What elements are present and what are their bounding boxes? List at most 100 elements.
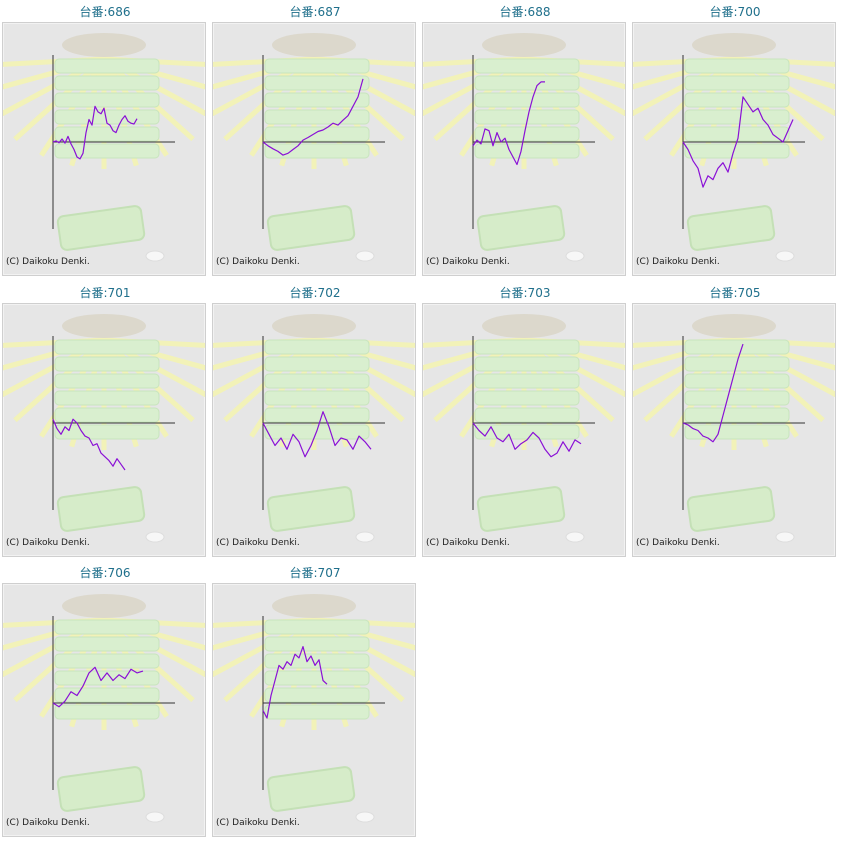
tray-decoration bbox=[686, 485, 776, 532]
chart-title[interactable]: 台番:705 bbox=[709, 285, 761, 300]
chart-svg bbox=[423, 33, 625, 262]
chart-title[interactable]: 台番:703 bbox=[499, 285, 551, 300]
copyright-text: (C) Daikoku Denki. bbox=[426, 257, 510, 267]
machine-tier-decoration bbox=[54, 704, 160, 720]
machine-tier-decoration bbox=[264, 58, 370, 74]
chart-cell: 台番:700 (C) Daikoku Denki. bbox=[630, 0, 840, 276]
payout-series-line bbox=[52, 418, 126, 470]
tray-decoration bbox=[686, 205, 776, 251]
coin-decoration bbox=[355, 811, 375, 823]
chart-title[interactable]: 台番:706 bbox=[79, 566, 131, 580]
background-illustration bbox=[213, 594, 415, 823]
chart-panel[interactable]: (C) Daikoku Denki. bbox=[632, 302, 836, 557]
machine-tier-decoration bbox=[684, 390, 790, 405]
payout-series-line bbox=[472, 81, 545, 166]
machine-tier-decoration bbox=[264, 126, 370, 142]
machine-tier-decoration bbox=[474, 143, 580, 159]
copyright-text: (C) Daikoku Denki. bbox=[636, 257, 720, 267]
background-illustration bbox=[633, 313, 835, 542]
machine-tier-decoration bbox=[474, 373, 580, 388]
tray-decoration bbox=[56, 205, 146, 251]
machine-tier-decoration bbox=[54, 390, 160, 405]
coin-decoration bbox=[565, 250, 585, 262]
machine-tier-decoration bbox=[264, 390, 370, 405]
payout-series-line bbox=[262, 645, 328, 719]
chart-cell: 台番:702 (C) Daikoku Denki. bbox=[210, 281, 420, 557]
chart-title[interactable]: 台番:702 bbox=[289, 285, 341, 300]
chart-title[interactable]: 台番:707 bbox=[289, 566, 341, 580]
copyright-text: (C) Daikoku Denki. bbox=[426, 537, 510, 548]
coin-decoration bbox=[145, 531, 165, 542]
machine-tier-decoration bbox=[684, 92, 790, 108]
coin-pile-decoration bbox=[482, 33, 566, 57]
chart-panel[interactable]: (C) Daikoku Denki. bbox=[2, 302, 206, 557]
tray-decoration bbox=[476, 485, 566, 532]
machine-tier-decoration bbox=[54, 339, 160, 354]
machine-tier-decoration bbox=[684, 75, 790, 91]
machine-tier-decoration bbox=[474, 339, 580, 354]
tray-decoration bbox=[266, 766, 356, 812]
chart-svg bbox=[213, 594, 415, 823]
machine-tier-decoration bbox=[264, 75, 370, 91]
chart-title[interactable]: 台番:701 bbox=[79, 285, 131, 300]
machine-tier-decoration bbox=[54, 636, 160, 652]
machine-tier-decoration bbox=[54, 424, 160, 439]
copyright-text: (C) Daikoku Denki. bbox=[216, 537, 300, 548]
copyright-text: (C) Daikoku Denki. bbox=[6, 257, 90, 267]
machine-tier-decoration bbox=[54, 687, 160, 703]
coin-pile-decoration bbox=[692, 313, 776, 338]
chart-svg bbox=[213, 33, 415, 262]
coin-decoration bbox=[775, 250, 795, 262]
machine-tier-decoration bbox=[264, 670, 370, 686]
chart-title[interactable]: 台番:686 bbox=[79, 5, 131, 19]
chart-svg bbox=[213, 313, 415, 542]
chart-panel[interactable]: (C) Daikoku Denki. bbox=[422, 302, 626, 557]
machine-tier-decoration bbox=[264, 373, 370, 388]
copyright-text: (C) Daikoku Denki. bbox=[216, 818, 300, 828]
coin-decoration bbox=[145, 250, 165, 262]
background-illustration bbox=[213, 313, 415, 542]
machine-tier-decoration bbox=[264, 109, 370, 125]
machine-tier-decoration bbox=[684, 143, 790, 159]
chart-panel[interactable]: (C) Daikoku Denki. bbox=[422, 22, 626, 276]
copyright-text: (C) Daikoku Denki. bbox=[6, 818, 90, 828]
chart-title[interactable]: 台番:687 bbox=[289, 5, 341, 19]
chart-svg bbox=[633, 33, 835, 262]
machine-tier-decoration bbox=[264, 704, 370, 720]
chart-panel[interactable]: (C) Daikoku Denki. bbox=[2, 22, 206, 276]
machine-tier-decoration bbox=[684, 407, 790, 422]
chart-svg bbox=[423, 313, 625, 542]
chart-title[interactable]: 台番:700 bbox=[709, 5, 761, 19]
background-illustration bbox=[423, 33, 625, 262]
payout-series-line bbox=[52, 105, 138, 160]
machine-tier-decoration bbox=[474, 407, 580, 422]
tray-decoration bbox=[266, 205, 356, 251]
machine-tier-decoration bbox=[474, 58, 580, 74]
background-illustration bbox=[213, 33, 415, 262]
chart-panel[interactable]: (C) Daikoku Denki. bbox=[212, 302, 416, 557]
payout-series-line bbox=[472, 422, 582, 457]
payout-series-line bbox=[52, 666, 144, 708]
tray-decoration bbox=[56, 485, 146, 532]
background-illustration bbox=[3, 33, 205, 262]
chart-cell: 台番:686 (C) Daikoku Denki. bbox=[0, 0, 210, 276]
chart-panel[interactable]: (C) Daikoku Denki. bbox=[2, 583, 206, 837]
chart-title[interactable]: 台番:688 bbox=[499, 5, 551, 19]
machine-tier-decoration bbox=[54, 407, 160, 422]
payout-series-line bbox=[262, 78, 364, 156]
chart-panel[interactable]: (C) Daikoku Denki. bbox=[212, 583, 416, 837]
payout-series-line bbox=[262, 410, 372, 457]
chart-panel[interactable]: (C) Daikoku Denki. bbox=[632, 22, 836, 276]
coin-pile-decoration bbox=[482, 313, 566, 338]
coin-decoration bbox=[775, 531, 795, 542]
machine-tier-decoration bbox=[474, 92, 580, 108]
background-illustration bbox=[3, 313, 205, 542]
chart-panel[interactable]: (C) Daikoku Denki. bbox=[212, 22, 416, 276]
machine-tier-decoration bbox=[264, 407, 370, 422]
background-illustration bbox=[633, 33, 835, 262]
coin-decoration bbox=[565, 531, 585, 542]
payout-series-line bbox=[682, 96, 794, 188]
chart-svg bbox=[3, 33, 205, 262]
chart-cell: 台番:688 (C) Daikoku Denki. bbox=[420, 0, 630, 276]
